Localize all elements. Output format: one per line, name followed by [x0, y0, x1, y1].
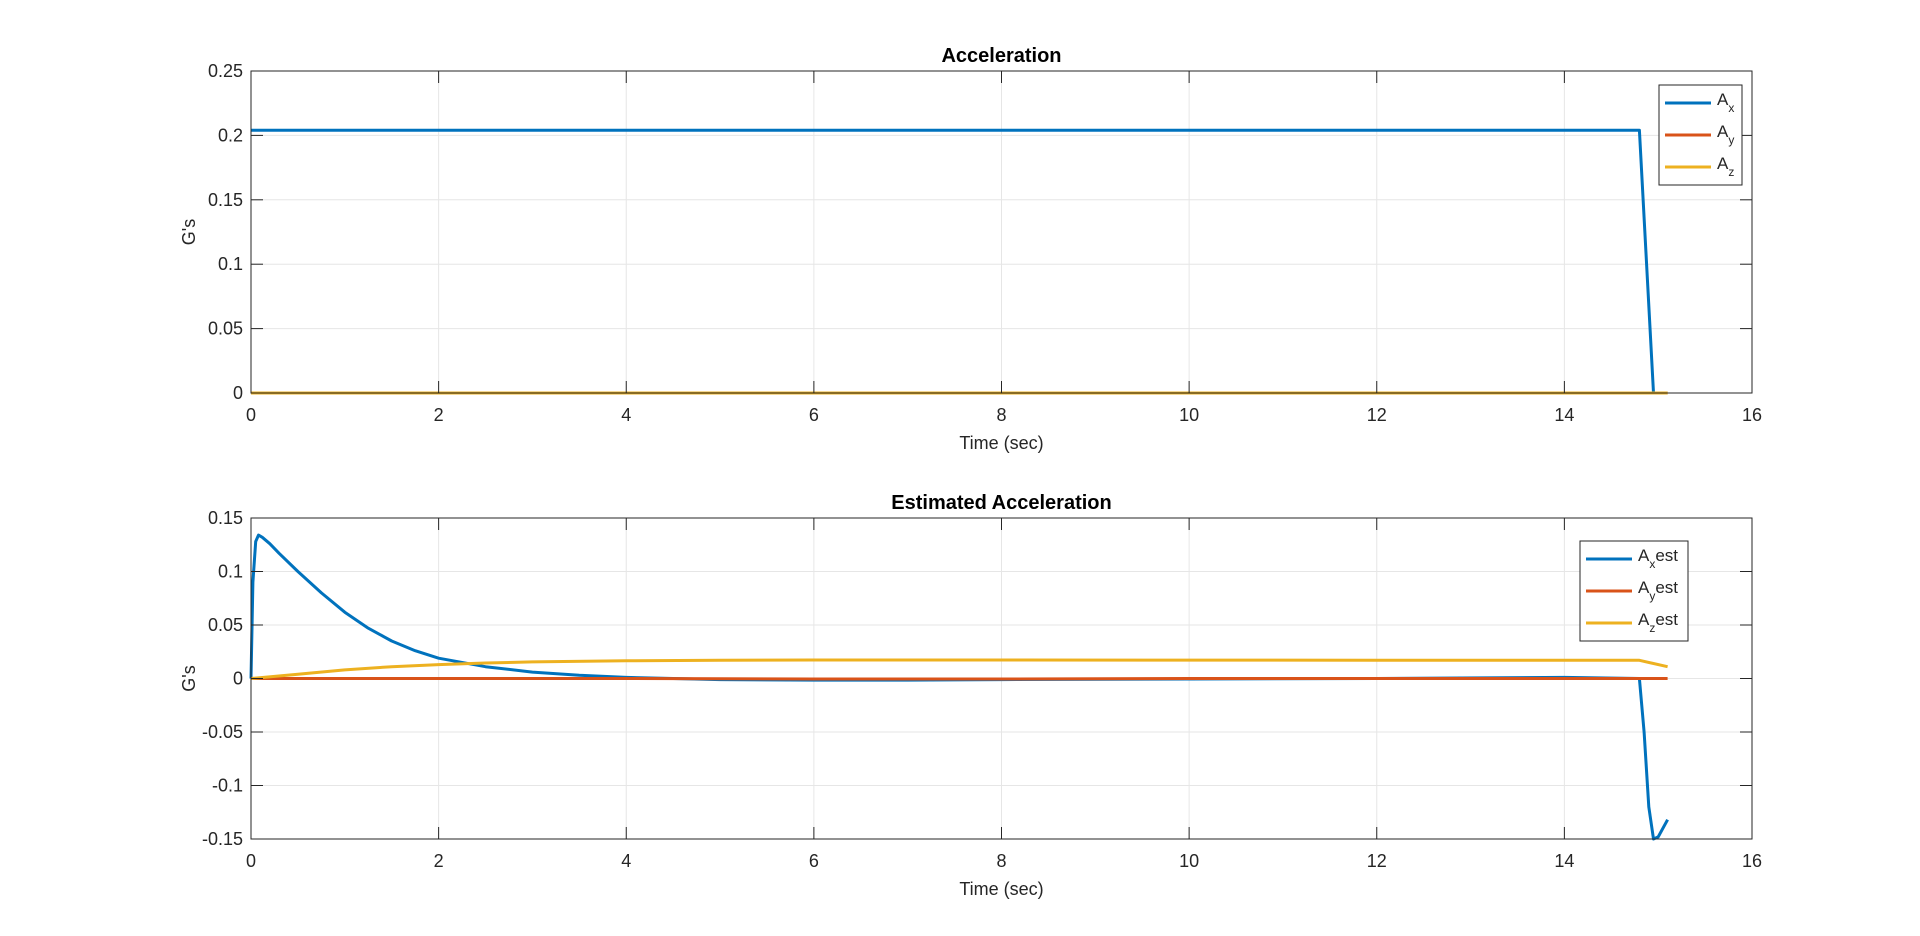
y-tick-label: -0.05: [202, 722, 243, 742]
y-axis-label: G's: [179, 665, 199, 691]
estimated-acceleration-plot: 0 2 4 6 8 10 12 14 16 -0.15 -0.1 -0.05 0 0.05 0.1 0.15 E…: [179, 492, 1762, 899]
y-tick-label: 0.15: [208, 508, 243, 528]
legend-entry-azest: Azest: [1638, 610, 1678, 635]
x-tick-label: 6: [809, 851, 819, 871]
y-tick-label: 0: [233, 669, 243, 689]
x-tick-label: 14: [1554, 405, 1574, 425]
x-tick-label: 0: [246, 851, 256, 871]
y-tick-label: 0.15: [208, 190, 243, 210]
y-tick-label: 0.2: [218, 125, 243, 145]
chart-title: Estimated Acceleration: [891, 492, 1111, 514]
x-tick-label: 12: [1367, 405, 1387, 425]
y-tick-label: 0.25: [208, 61, 243, 81]
series-line-ayest: [251, 677, 1668, 681]
y-tick-label: 0.1: [218, 254, 243, 274]
series-line-azest: [250, 658, 1668, 680]
x-tick-label: 16: [1742, 405, 1762, 425]
acceleration-plot: 0 2 4 6 8 10 12 14 16 0 0.05 0.1 0.15 0.2 0.25 Accelera…: [179, 45, 1762, 453]
legend-entry-ayest: Ayest: [1638, 578, 1678, 603]
x-tick-label: 8: [996, 405, 1006, 425]
y-tick-label: -0.15: [202, 829, 243, 849]
chart-title: Acceleration: [941, 45, 1061, 67]
legend-entry-az: Az: [1717, 154, 1734, 179]
x-tick-label: 6: [809, 405, 819, 425]
x-axis-label: Time (sec): [959, 879, 1043, 899]
legend: Ax Ay Az: [1658, 84, 1743, 186]
x-axis-label: Time (sec): [959, 433, 1043, 453]
x-tick-label: 12: [1367, 851, 1387, 871]
legend: Axest Ayest Azest: [1579, 540, 1689, 642]
x-tick-label: 10: [1179, 851, 1199, 871]
x-tick-label: 2: [434, 851, 444, 871]
x-tick-label: 14: [1554, 851, 1574, 871]
y-axis-label: G's: [179, 219, 199, 245]
x-tick-label: 4: [621, 851, 631, 871]
legend-entry-ay: Ay: [1717, 122, 1734, 147]
x-tick-label: 10: [1179, 405, 1199, 425]
y-tick-label: 0.05: [208, 319, 243, 339]
y-tick-label: 0.05: [208, 615, 243, 635]
y-tick-label: 0.1: [218, 562, 243, 582]
x-tick-label: 4: [621, 405, 631, 425]
legend-entry-axest: Axest: [1638, 546, 1678, 571]
series-line-ax: [251, 128, 1655, 394]
x-tick-label: 8: [996, 851, 1006, 871]
y-tick-label: -0.1: [212, 776, 243, 796]
legend-entry-ax: Ax: [1717, 90, 1734, 115]
x-tick-label: 16: [1742, 851, 1762, 871]
x-tick-label: 2: [434, 405, 444, 425]
y-tick-label: 0: [233, 383, 243, 403]
x-tick-label: 0: [246, 405, 256, 425]
